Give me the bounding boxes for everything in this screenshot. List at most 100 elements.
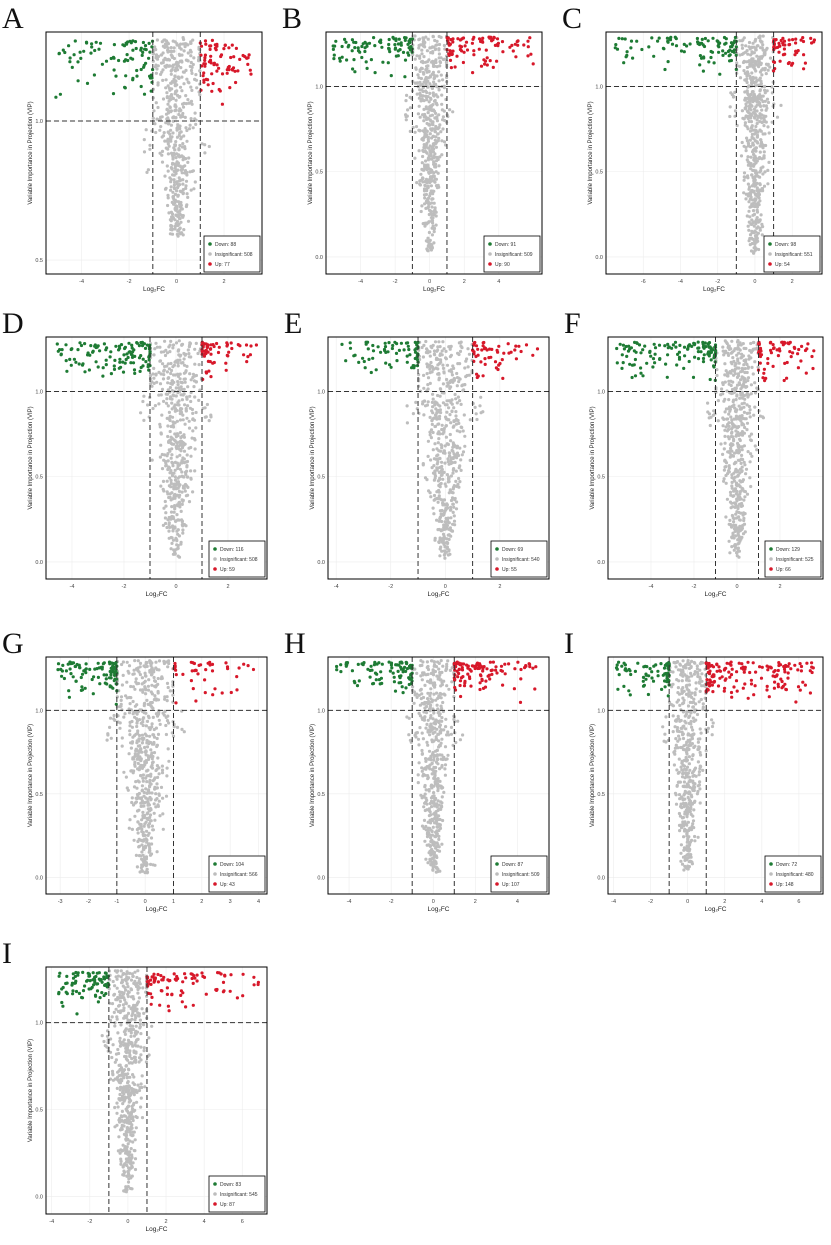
insignificant-point [132,710,136,714]
insignificant-point [175,43,179,47]
insignificant-point [758,34,762,38]
down-point [125,53,129,57]
insignificant-point [125,696,129,700]
up-point [496,41,500,45]
up-point [244,343,249,347]
insignificant-point [421,89,425,94]
up-point [471,71,475,75]
insignificant-point [742,460,746,464]
insignificant-point [171,734,176,738]
insignificant-point [761,94,765,98]
insignificant-point [177,155,182,159]
insignificant-point [743,121,747,125]
insignificant-point [106,732,110,736]
insignificant-point [150,683,154,687]
down-point [653,352,657,356]
insignificant-point [716,419,720,423]
insignificant-point [173,192,178,196]
insignificant-point [441,340,445,344]
insignificant-point [144,750,148,754]
insignificant-point [166,137,170,141]
legend-entry: Insignificant: 508 [215,252,253,258]
insignificant-point [421,222,425,226]
insignificant-point [147,755,151,759]
insignificant-point [426,387,430,391]
down-point [614,43,618,47]
insignificant-point [711,413,715,417]
insignificant-point [441,503,445,507]
insignificant-point [417,46,421,50]
insignificant-point [425,90,429,95]
insignificant-point [416,73,420,77]
down-point [707,60,711,64]
insignificant-point [179,200,183,205]
down-point [667,345,671,349]
panel-g: G -3 -2 -1 0 1 2 3 4 0.0 0.5 1.0 Log₂FC Variable Impo… [0,625,275,920]
insignificant-point [443,444,447,448]
insignificant-point [752,158,756,162]
insignificant-point [420,161,424,165]
insignificant-point [738,537,742,541]
down-point [682,366,686,370]
down-point [104,363,108,367]
insignificant-point [745,109,750,113]
down-point [663,344,667,348]
insignificant-point [729,415,733,419]
insignificant-point [433,98,437,103]
insignificant-point [203,143,207,147]
insignificant-point [166,452,170,456]
down-point [369,370,373,375]
insignificant-point [766,182,770,186]
insignificant-point [744,115,748,119]
up-point [451,40,455,44]
insignificant-point [193,438,197,442]
insignificant-point [431,392,435,396]
insignificant-point [758,120,762,124]
insignificant-point [745,492,750,496]
insignificant-point [421,154,425,159]
insignificant-point [424,35,428,39]
insignificant-point [421,148,425,153]
insignificant-point [146,789,150,793]
up-point [513,42,517,46]
insignificant-point [161,796,165,800]
insignificant-point [154,71,158,75]
down-point [114,74,118,78]
insignificant-point [752,201,756,205]
insignificant-point [156,710,161,715]
insignificant-point [421,113,425,117]
insignificant-point [446,477,450,481]
insignificant-point [754,48,758,52]
insignificant-point [169,361,173,366]
insignificant-point [171,161,175,165]
insignificant-point [746,52,750,56]
up-point [236,69,240,73]
up-point [461,36,466,40]
insignificant-point [755,140,759,144]
insignificant-point [177,440,182,444]
insignificant-point [187,81,191,85]
down-point [701,345,706,349]
insignificant-point [186,51,190,55]
insignificant-point [173,143,177,147]
insignificant-point [174,394,178,398]
insignificant-point [182,357,186,361]
insignificant-point [424,144,428,148]
insignificant-point [420,345,424,350]
insignificant-point [425,49,429,53]
insignificant-point [440,93,444,97]
up-point [514,357,518,361]
up-point [780,340,784,344]
down-point [695,36,699,41]
insignificant-point [422,193,427,197]
insignificant-point [732,373,736,377]
insignificant-point [160,413,164,417]
insignificant-point [187,426,192,430]
insignificant-point [183,403,187,407]
insignificant-point [165,364,169,368]
insignificant-point [450,456,454,460]
down-point [416,340,420,344]
down-point [65,369,69,373]
down-point [690,344,694,348]
up-point [480,348,484,352]
